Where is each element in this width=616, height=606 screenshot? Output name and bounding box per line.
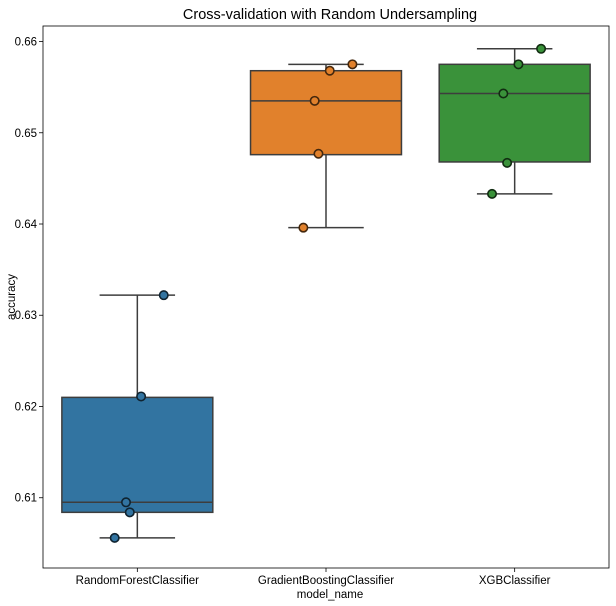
chart-title: Cross-validation with Random Undersampli… bbox=[183, 7, 477, 23]
x-tick-label: GradientBoostingClassifier bbox=[258, 575, 394, 587]
data-point bbox=[136, 391, 147, 402]
data-point bbox=[536, 43, 547, 54]
box-group-3 bbox=[438, 43, 591, 199]
y-tick-label: 0.63 bbox=[15, 310, 37, 322]
y-axis: 0.61 0.62 0.63 0.64 0.65 0.66 bbox=[15, 37, 43, 505]
y-tick-label: 0.66 bbox=[15, 37, 37, 49]
data-point bbox=[124, 507, 135, 518]
x-tick-label: XGBClassifier bbox=[479, 575, 551, 587]
box bbox=[438, 63, 591, 163]
data-point bbox=[487, 188, 498, 199]
y-tick-label: 0.61 bbox=[15, 493, 37, 505]
data-point bbox=[158, 290, 169, 301]
box-group-2 bbox=[249, 59, 403, 233]
y-tick-label: 0.62 bbox=[15, 401, 37, 413]
box bbox=[61, 396, 214, 514]
x-tick-label: RandomForestClassifier bbox=[76, 575, 200, 587]
data-point bbox=[324, 65, 335, 76]
box-group-1 bbox=[61, 290, 214, 543]
data-point bbox=[121, 497, 132, 508]
y-tick-label: 0.64 bbox=[15, 219, 38, 231]
data-point bbox=[109, 532, 120, 543]
data-point bbox=[513, 59, 524, 70]
y-axis-label: accuracy bbox=[6, 274, 18, 320]
data-point bbox=[502, 157, 513, 168]
x-axis-label: model_name bbox=[297, 589, 363, 601]
plot-area bbox=[61, 43, 591, 543]
y-tick-label: 0.65 bbox=[15, 128, 37, 140]
data-point bbox=[498, 88, 509, 99]
data-point bbox=[313, 148, 324, 159]
data-point bbox=[309, 95, 320, 106]
box bbox=[249, 69, 403, 156]
data-point bbox=[347, 59, 358, 70]
x-axis: RandomForestClassifier GradientBoostingCl… bbox=[76, 568, 551, 587]
data-point bbox=[298, 222, 309, 233]
